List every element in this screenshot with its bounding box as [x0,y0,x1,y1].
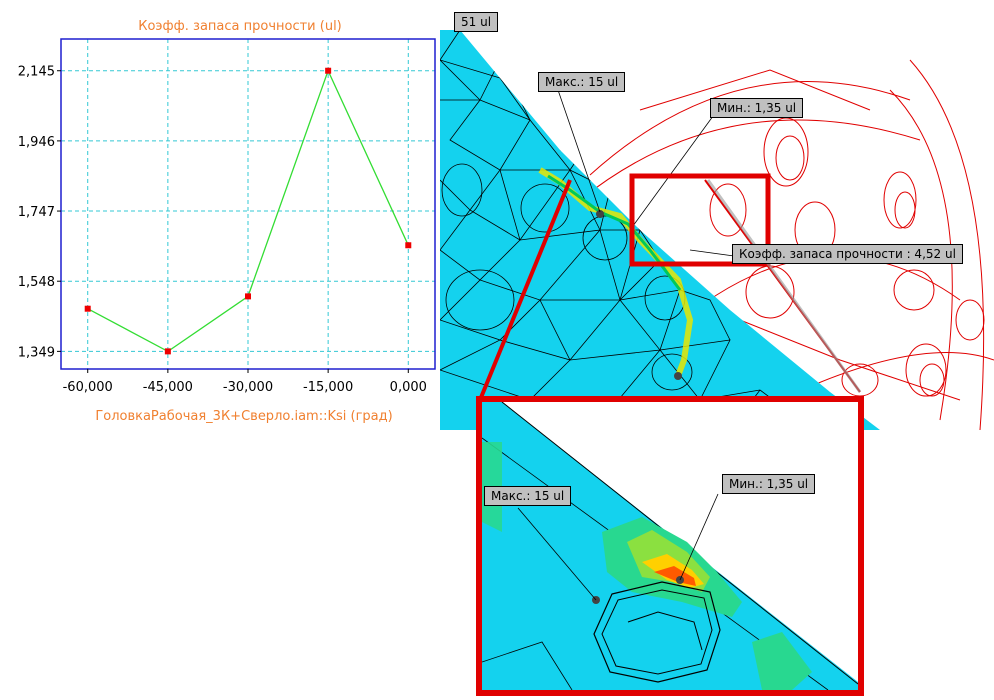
y-tick-label: 1,548 [18,275,55,290]
x-tick-label: -60,000 [63,380,113,395]
zoom-connector-left [478,179,572,401]
chart-title: Коэфф. запаса прочности (ul) [138,19,342,34]
hole-outline-inner [601,589,713,675]
y-tick-label: 1,946 [18,135,55,150]
y-axis-ticks: 2,145 1,946 1,747 1,548 1,349 [18,65,61,360]
probe-value-tag: Коэфф. запаса прочности : 4,52 ul [732,244,963,264]
y-tick-label: 2,145 [18,65,55,80]
zoom-min-value-tag: Мин.: 1,35 ul [722,474,816,494]
part-body [440,30,880,430]
min-value-tag: Мин.: 1,35 ul [710,98,804,118]
y-tick-label: 1,349 [18,345,55,360]
zoom-detail-view[interactable]: Макс.: 15 ul Мин.: 1,35 ul [476,396,864,696]
value-tag-partial: 51 ul [454,12,499,32]
hole-outline-outer [593,581,721,683]
fea-mesh-svg [440,30,994,430]
x-tick-label: 0,000 [390,380,427,395]
data-point-marker[interactable] [84,305,91,312]
data-point-marker[interactable] [325,67,332,74]
grid [61,39,435,369]
chart-svg: Коэфф. запаса прочности (ul) 2,145 1,946 1… [18,19,436,424]
x-axis-ticks: -60,000 -45,000 -30,000 -15,000 0,000 [63,369,427,395]
zoom-region-frame[interactable] [629,173,771,267]
contour-red [654,566,696,586]
sketch-geometry [449,59,994,430]
data-point-marker[interactable] [245,293,251,300]
data-points [84,67,412,355]
fea-model-view[interactable]: 51 ul Макс.: 15 ul Мин.: 1,35 ul Коэфф. … [440,0,994,430]
safety-factor-chart: Коэфф. запаса прочности (ul) 2,145 1,946 1… [0,0,440,440]
x-tick-label: -30,000 [223,380,273,395]
data-point-marker[interactable] [405,242,412,249]
zoom-max-value-tag: Макс.: 15 ul [484,486,572,506]
zoom-detail-svg [482,402,858,690]
x-tick-label: -15,000 [303,380,353,395]
min-point[interactable] [674,372,682,380]
x-tick-label: -45,000 [143,380,193,395]
max-value-tag: Макс.: 15 ul [538,72,626,92]
max-point[interactable] [596,210,604,218]
leader-lines [557,89,735,257]
x-axis-label: ГоловкаРабочая_3К+Сверло.iam::Ksi (град) [95,409,392,424]
y-tick-label: 1,747 [18,205,55,220]
data-point-marker[interactable] [164,348,171,355]
